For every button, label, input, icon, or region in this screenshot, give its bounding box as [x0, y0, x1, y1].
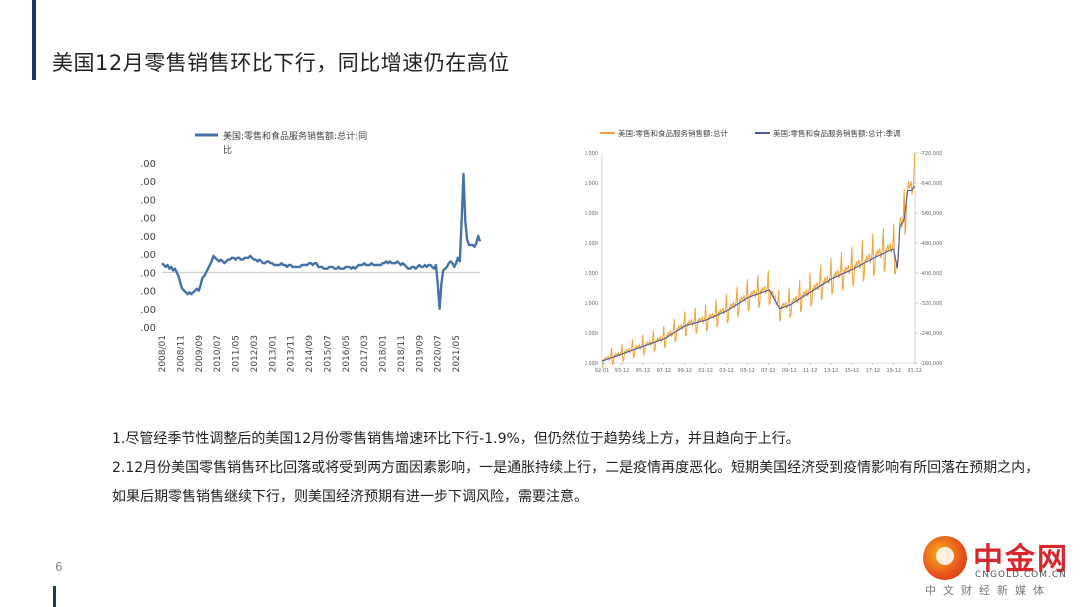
x-tick-label: 2015/07: [323, 335, 333, 372]
x-tick-label: 92-01: [595, 368, 610, 374]
x-tick-label: 93-12: [615, 368, 630, 374]
x-tick-label: 05-12: [740, 368, 755, 374]
x-tick-label: 19-12: [886, 368, 901, 374]
x-tick-label: 2020/07: [434, 335, 444, 372]
x-tick-label: 2008/11: [176, 335, 186, 372]
y-tick-label-left: 400,000: [585, 271, 598, 277]
y-axis-right: -720,000 -640,000 -560,000 -480,000 -400,000…: [914, 151, 942, 367]
x-tick-label: 2013/11: [287, 335, 297, 372]
x-tick-label: 2017/03: [360, 335, 370, 372]
x-tick-label: 2018/11: [397, 335, 407, 372]
x-tick-label: 97-12: [657, 368, 672, 374]
y-tick-label: 60.00: [140, 159, 156, 170]
x-tick-label: 2008/01: [158, 335, 168, 372]
page-number: 6: [55, 560, 63, 574]
y-tick-label-right: -320,000: [920, 301, 942, 307]
y-tick-label: 20.00: [140, 232, 156, 243]
bullet-2: 2.12月份美国零售销售环比回落或将受到两方面因素影响，一是通胀持续上行，二是疫…: [112, 460, 1040, 505]
y-tick-label: -20.00: [140, 305, 156, 316]
series-seasonally-adjusted: [601, 186, 916, 362]
y-tick-label-right: -240,000: [920, 331, 942, 337]
commentary: 1.尽管经季节性调整后的美国12月份零售销售增速环比下行-1.9%，但仍然位于趋…: [112, 425, 1052, 512]
x-tick-label: 2011/05: [232, 335, 242, 372]
x-tick-label: 95-12: [636, 368, 651, 374]
bullet-1: 1.尽管经季节性调整后的美国12月份零售销售增速环比下行-1.9%，但仍然位于趋…: [112, 431, 800, 447]
page-title: 美国12月零售销售环比下行，同比增速仍在高位: [52, 51, 510, 75]
x-tick-label: 11-12: [803, 368, 818, 374]
y-tick-label: 40.00: [140, 195, 156, 206]
legend-label: 美国:零售和食品服务销售额:总计:同: [223, 130, 367, 142]
y-tick-label: 0.00: [140, 268, 156, 279]
x-tick-label: 03-12: [719, 368, 734, 374]
x-tick-label: 2009/09: [195, 335, 205, 373]
legend-label-adjusted: 美国:零售和食品服务销售额:总计:季调: [773, 128, 901, 138]
y-tick-label: -10.00: [140, 287, 156, 298]
x-tick-label: 2013/01: [268, 335, 278, 372]
logo-slogan: 中文财经新媒体: [925, 584, 1051, 597]
y-tick-label-left: 320,000: [585, 301, 598, 307]
x-tick-label: 01-12: [698, 368, 713, 374]
y-tick-label-left: 480,000: [585, 241, 598, 247]
y-tick-label-right: -720,000: [920, 151, 942, 157]
title-accent-bar: [32, 0, 36, 80]
logo-mark-icon: [923, 536, 967, 580]
y-tick-label: 10.00: [140, 250, 156, 261]
y-tick-label-right: -160,000: [920, 361, 942, 367]
y-tick-label-left: 240,000: [585, 331, 598, 337]
legend-label-unadjusted: 美国:零售和食品服务销售额:总计: [618, 128, 729, 138]
x-tick-label: 17-12: [866, 368, 881, 374]
x-tick-label: 2012/03: [250, 335, 260, 372]
series-line: [161, 172, 482, 310]
x-tick-label: 09-12: [782, 368, 797, 374]
series-unadjusted: [601, 152, 916, 369]
y-tick-label: 50.00: [140, 177, 156, 188]
footer-accent-bar: [53, 586, 56, 607]
x-tick-label: 2016/05: [342, 335, 352, 372]
x-tick-label: 2021/05: [452, 335, 462, 372]
x-axis: 2008/01 2008/11 2009/09 2010/07 2011/05 2012/…: [158, 335, 462, 373]
x-tick-label: 21-12: [907, 368, 922, 374]
y-tick-label-right: -400,000: [920, 271, 942, 277]
y-tick-label-right: -640,000: [920, 181, 942, 187]
logo-domain: CNGOLD.COM.CN: [975, 570, 1067, 580]
x-tick-label: 07-12: [761, 368, 776, 374]
y-tick-label-left: 560,000: [585, 211, 598, 217]
y-tick-label-left: 640,000: [585, 181, 598, 187]
y-tick-label: 30.00: [140, 214, 156, 225]
brand-logo: 中金网 CNGOLD.COM.CN 中文财经新媒体: [915, 530, 1075, 602]
sales-level-chart: 美国:零售和食品服务销售额:总计 美国:零售和食品服务销售额:总计:季调 720…: [585, 128, 942, 374]
y-tick-label-left: 160,000: [585, 361, 598, 367]
y-tick-label-left: 720,000: [585, 151, 598, 157]
x-tick-label: 2019/09: [415, 335, 425, 373]
y-tick-label-right: -480,000: [920, 241, 942, 247]
yoy-line-chart: 美国:零售和食品服务销售额:总计:同 比 60.00 50.00 40.00 30.0…: [140, 130, 482, 373]
y-axis-left: 720,000 640,000 560,000 480,000 400,000 320,0…: [585, 151, 603, 367]
legend-label-wrap: 比: [223, 144, 232, 156]
logo-name: 中金网: [973, 542, 1069, 577]
x-tick-label: 2018/01: [379, 335, 389, 372]
y-tick-label-right: -560,000: [920, 211, 942, 217]
y-tick-label: -30.00: [140, 323, 156, 334]
y-axis: 60.00 50.00 40.00 30.00 20.00 10.00 0.00 -10.00…: [140, 159, 156, 334]
x-tick-label: 13-12: [824, 368, 839, 374]
x-tick-label: 99-12: [677, 368, 692, 374]
x-tick-label: 2014/09: [305, 335, 315, 373]
x-tick-label: 15-12: [845, 368, 860, 374]
x-tick-label: 2010/07: [213, 335, 223, 372]
x-axis: 92-01 93-12 95-12 97-12 99-12 01-12 03-12 05-12…: [595, 362, 922, 374]
